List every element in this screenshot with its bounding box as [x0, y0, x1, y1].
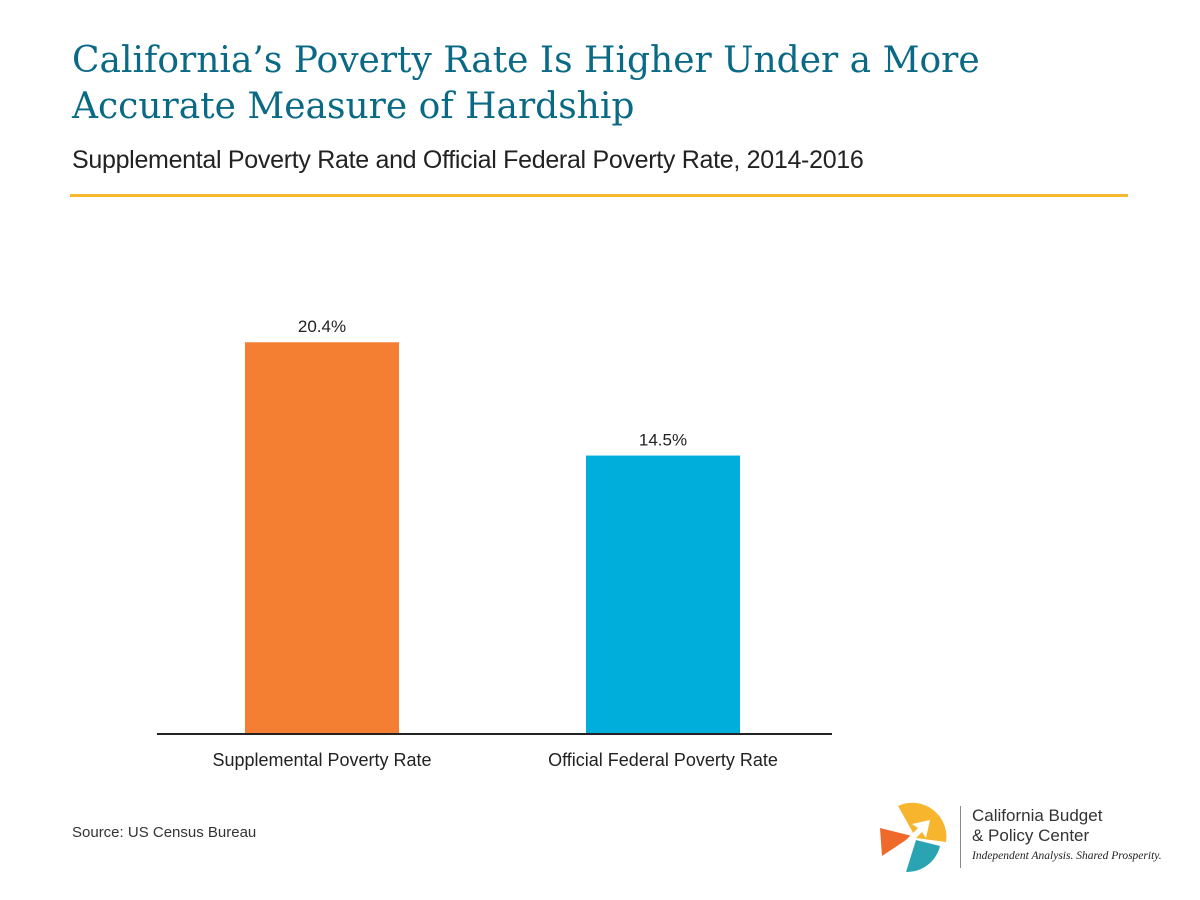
logo-name-line-2: & Policy Center	[972, 826, 1090, 845]
organization-logo: California Budget & Policy Center Indepe…	[876, 798, 1176, 878]
logo-divider	[960, 806, 961, 868]
logo-orange-segment	[880, 828, 912, 856]
chart-title: California’s Poverty Rate Is Higher Unde…	[72, 38, 1132, 130]
logo-teal-segment	[906, 840, 940, 873]
bar-1	[245, 342, 399, 734]
chart-title-line-2: Accurate Measure of Hardship	[72, 86, 635, 127]
data-label-1: 20.4%	[298, 317, 346, 336]
logo-arrow-shape	[890, 820, 930, 860]
bar-2	[586, 455, 740, 734]
x-tick-label-1: Supplemental Poverty Rate	[212, 750, 431, 770]
chart-title-line-1: California’s Poverty Rate Is Higher Unde…	[72, 40, 980, 81]
logo-tagline: Independent Analysis. Shared Prosperity.	[972, 850, 1162, 862]
data-label-2: 14.5%	[639, 431, 687, 450]
bars-layer: 20.4% Supplemental Poverty Rate 14.5% Offic…	[212, 317, 777, 770]
logo-mark-icon	[880, 802, 947, 873]
logo-name-line-1: California Budget	[972, 806, 1103, 825]
x-tick-label-2: Official Federal Poverty Rate	[548, 750, 778, 770]
source-note: Source: US Census Bureau	[72, 824, 257, 841]
header-divider	[70, 194, 1128, 197]
chart-subtitle: Supplemental Poverty Rate and Official F…	[72, 146, 864, 174]
logo-organization-name: California Budget & Policy Center	[972, 806, 1102, 846]
